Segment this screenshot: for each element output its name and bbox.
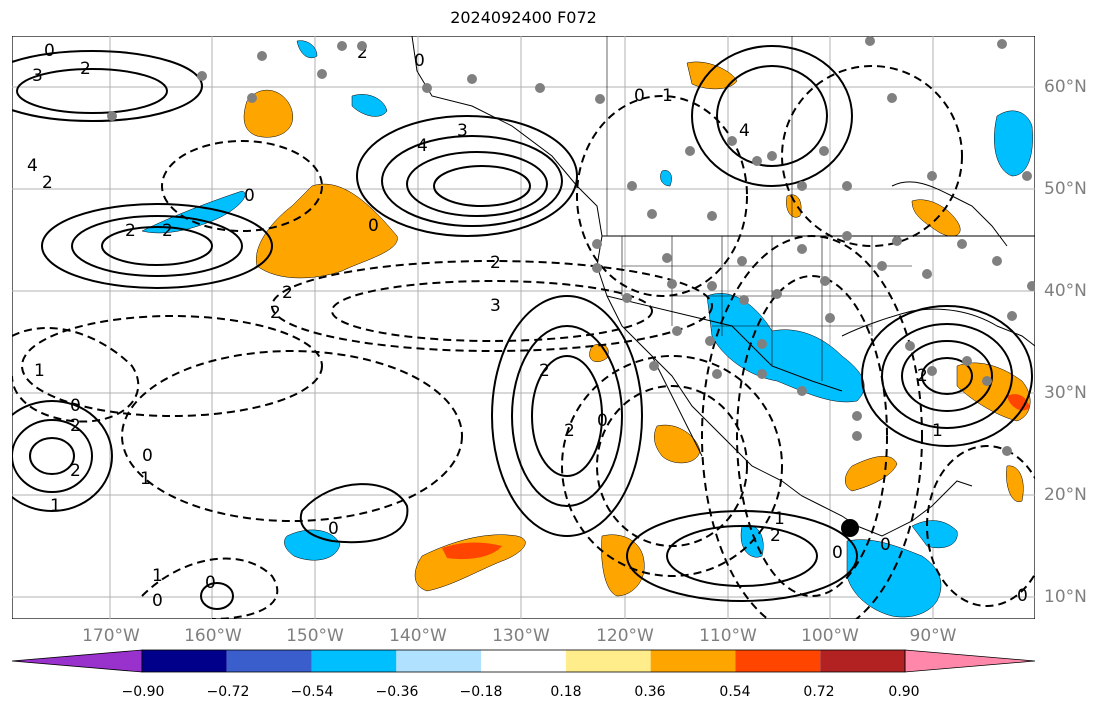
lat-label: 10°N	[1044, 587, 1087, 607]
svg-text:0: 0	[44, 41, 55, 61]
svg-text:2: 2	[357, 43, 368, 63]
colorbar-outline	[141, 649, 906, 673]
colorbar-segment	[820, 650, 905, 672]
colorbar-segment	[481, 650, 566, 672]
colorbar-tick-label: −0.36	[375, 684, 419, 700]
colorbar-tick-label: 0.72	[803, 684, 835, 700]
svg-text:3: 3	[32, 66, 43, 86]
colorbar-tick-label: 0.90	[888, 684, 920, 700]
svg-text:1: 1	[152, 566, 163, 586]
lat-label: 50°N	[1044, 179, 1087, 199]
svg-text:0: 0	[142, 446, 153, 466]
colorbar-segment	[650, 650, 736, 672]
highlight-marker	[841, 519, 859, 537]
svg-text:0: 0	[1017, 586, 1028, 606]
svg-text:3: 3	[457, 121, 468, 141]
colorbar-segment	[11, 649, 143, 673]
svg-text:0: 0	[634, 86, 645, 106]
colorbar-segment	[311, 650, 397, 672]
solid-contours	[12, 45, 1033, 610]
svg-text:0: 0	[832, 543, 843, 563]
colorbar-segment	[226, 650, 312, 672]
colorbar-tick-label: 0.54	[719, 684, 751, 700]
negative-anomaly-areas	[141, 40, 1033, 618]
svg-text:1: 1	[662, 86, 673, 106]
svg-text:0: 0	[597, 411, 608, 431]
svg-text:0: 0	[244, 186, 255, 206]
svg-text:0: 0	[328, 519, 339, 539]
lon-label: 170°W	[82, 626, 140, 646]
lat-label: 40°N	[1044, 281, 1087, 301]
svg-text:0: 0	[880, 535, 891, 555]
colorbar-segment	[142, 650, 227, 672]
grid-lines	[12, 36, 1035, 619]
lon-label: 110°W	[699, 626, 757, 646]
svg-text:2: 2	[270, 303, 281, 323]
map-panel: 023 023 442 2 20 023 22 102 210 101 00 20…	[12, 36, 1035, 619]
svg-text:2: 2	[70, 416, 81, 436]
svg-text:0: 0	[205, 573, 216, 593]
lon-label: 160°W	[184, 626, 242, 646]
lon-label: 90°W	[909, 626, 957, 646]
svg-text:1: 1	[774, 509, 785, 529]
lat-label: 30°N	[1044, 383, 1087, 403]
svg-text:2: 2	[70, 461, 81, 481]
svg-text:2: 2	[917, 366, 928, 386]
svg-text:1: 1	[50, 496, 61, 516]
svg-text:0: 0	[368, 216, 379, 236]
svg-text:0: 0	[70, 396, 81, 416]
svg-text:2: 2	[490, 253, 501, 273]
svg-text:2: 2	[282, 283, 293, 303]
svg-text:2: 2	[539, 361, 550, 381]
svg-text:1: 1	[140, 469, 151, 489]
svg-text:1: 1	[34, 361, 45, 381]
lon-label: 100°W	[801, 626, 859, 646]
svg-text:2: 2	[125, 221, 136, 241]
colorbar-tick-label: −0.54	[290, 684, 334, 700]
svg-text:2: 2	[162, 221, 173, 241]
station-markers	[107, 36, 1035, 456]
dashed-contours	[12, 65, 1035, 619]
svg-text:2: 2	[80, 59, 91, 79]
svg-text:2: 2	[564, 421, 575, 441]
svg-text:4: 4	[27, 156, 38, 176]
colorbar-tick-label: −0.18	[459, 684, 503, 700]
svg-text:2: 2	[770, 526, 781, 546]
colorbar-tick-label: −0.72	[206, 684, 250, 700]
svg-text:0: 0	[152, 591, 163, 611]
svg-text:2: 2	[42, 173, 53, 193]
map-title: 2024092400 F072	[450, 8, 597, 27]
colorbar	[11, 649, 1036, 673]
colorbar-tick-label: −0.90	[121, 684, 165, 700]
colorbar-tick-label: 0.36	[634, 684, 666, 700]
svg-text:1: 1	[932, 421, 943, 441]
lon-label: 120°W	[596, 626, 654, 646]
svg-text:4: 4	[417, 136, 428, 156]
colorbar-segment	[565, 650, 651, 672]
lat-label: 60°N	[1044, 77, 1087, 97]
lat-label: 20°N	[1044, 485, 1087, 505]
colorbar-segment	[735, 650, 821, 672]
colorbar-tick-label: 0.18	[550, 684, 582, 700]
colorbar-segment	[396, 650, 482, 672]
lon-label: 150°W	[286, 626, 344, 646]
svg-text:4: 4	[739, 121, 750, 141]
colorbar-segment	[904, 649, 1036, 673]
svg-text:3: 3	[490, 296, 501, 316]
lon-label: 140°W	[389, 626, 447, 646]
lon-label: 130°W	[492, 626, 550, 646]
svg-text:0: 0	[414, 51, 425, 71]
